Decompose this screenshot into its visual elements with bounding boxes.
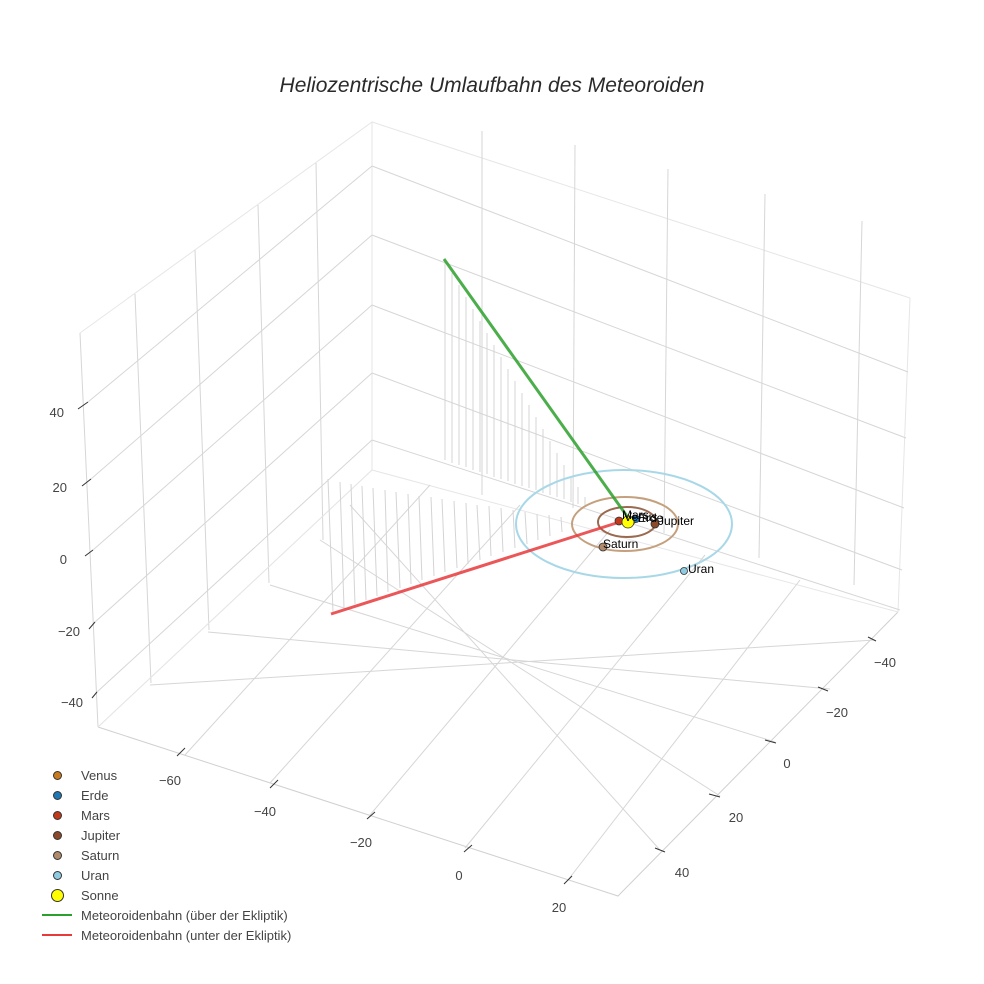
drop-lines-below [327,478,563,613]
legend-item-saturn[interactable]: Saturn [38,845,291,865]
x-tick-label: −60 [159,773,181,788]
legend: Venus Erde Mars Jupiter Saturn Uran Sonn… [38,765,291,945]
y-tick-label: −20 [826,705,848,720]
venus-dot-icon [52,770,62,780]
sonne-dot-icon [50,888,64,902]
chart-title: Heliozentrische Umlaufbahn des Meteoroid… [279,74,705,97]
green-line-icon [42,914,72,916]
legend-label: Saturn [81,847,120,863]
mars-label: Mars [622,508,649,522]
trajectory-above-ecliptic[interactable] [442,258,631,520]
legend-item-erde[interactable]: Erde [38,785,291,805]
planets: Mars Venus Erde Jupiter Saturn Uran [598,508,714,576]
saturn-dot-icon [52,850,62,860]
grid-back-right-wall [371,121,911,613]
jupiter-label: Jupiter [658,514,694,528]
z-tick-label: 0 [60,552,67,567]
legend-item-trajectory-above[interactable]: Meteoroidenbahn (über der Ekliptik) [38,905,291,925]
uran-orbit [515,469,733,579]
erde-dot-icon [52,790,62,800]
jupiter-dot-icon [52,830,62,840]
legend-item-uran[interactable]: Uran [38,865,291,885]
grid-floor [97,469,899,897]
x-tick-label: −40 [254,804,276,819]
legend-label: Jupiter [81,827,121,843]
legend-label: Meteoroidenbahn (unter der Ekliptik) [81,927,292,943]
erde-label: Erde [638,511,664,525]
mars-dot-icon [52,810,62,820]
y-tick-label: −40 [874,655,896,670]
jupiter-marker[interactable] [650,519,660,529]
legend-item-mars[interactable]: Mars [38,805,291,825]
legend-label: Meteoroidenbahn (über der Ekliptik) [81,907,288,923]
trajectory-below-ecliptic[interactable] [330,517,630,616]
x-tick-label: 20 [552,900,566,915]
z-axis: 40 20 0 −20 −40 [50,401,98,710]
legend-item-sonne[interactable]: Sonne [38,885,291,905]
red-line-icon [42,934,72,936]
saturn-label: Saturn [603,537,638,551]
legend-item-jupiter[interactable]: Jupiter [38,825,291,845]
grid-back-left-wall [79,121,373,728]
orbits [515,469,733,579]
y-axis: −40 −20 0 20 40 [654,636,896,880]
drop-lines-above [444,261,586,506]
uran-label: Uran [688,562,714,576]
legend-label: Venus [81,767,118,783]
uran-marker[interactable] [680,567,688,575]
y-tick-label: 40 [675,865,689,880]
x-axis: −60 −40 −20 0 20 [159,747,573,915]
saturn-marker[interactable] [598,542,608,552]
legend-item-trajectory-below[interactable]: Meteoroidenbahn (unter der Ekliptik) [38,925,291,945]
y-tick-label: 20 [729,810,743,825]
z-tick-label: −40 [61,695,83,710]
z-tick-label: −20 [58,624,80,639]
z-tick-label: 40 [50,405,64,420]
legend-label: Uran [81,867,110,883]
legend-item-venus[interactable]: Venus [38,765,291,785]
legend-label: Sonne [81,887,119,903]
sonne-marker[interactable] [621,515,635,529]
z-tick-label: 20 [53,480,67,495]
legend-label: Mars [81,807,110,823]
x-tick-label: −20 [350,835,372,850]
saturn-orbit [571,496,679,552]
y-tick-label: 0 [783,756,790,771]
x-tick-label: 0 [455,868,462,883]
legend-label: Erde [81,787,109,803]
uran-dot-icon [52,870,62,880]
venus-label: Venus [624,510,657,524]
